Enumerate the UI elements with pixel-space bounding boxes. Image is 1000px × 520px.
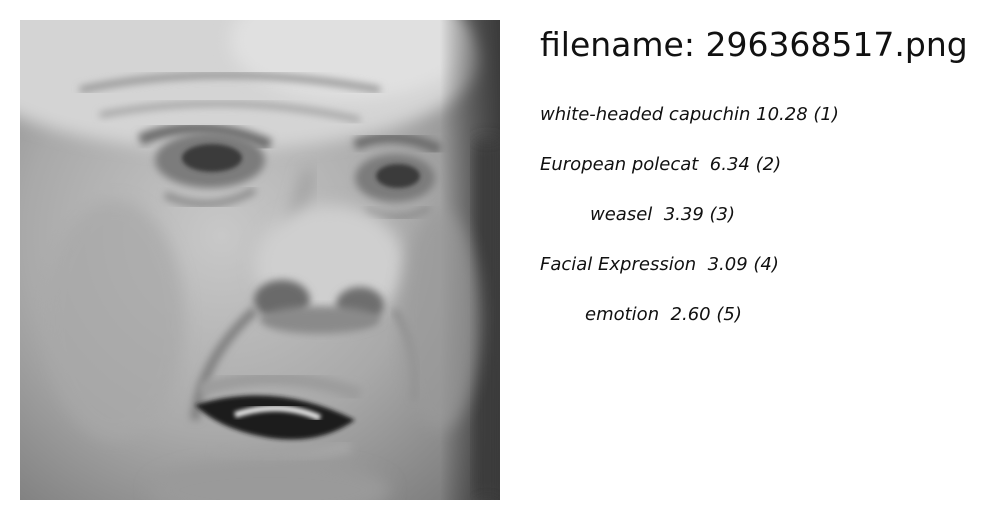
list-item: Facial Expression 3.09 (4): [540, 254, 779, 275]
list-item: emotion 2.60 (5): [585, 304, 742, 325]
face-photo-drawing: [20, 20, 500, 500]
list-item: European polecat 6.34 (2): [540, 154, 782, 175]
classification-list: white-headed capuchin 10.28 (1) European…: [540, 98, 839, 348]
list-item: white-headed capuchin 10.28 (1): [540, 104, 839, 125]
filename-title: filename: 296368517.png: [540, 25, 968, 64]
face-photo: [20, 20, 500, 500]
list-item: weasel 3.39 (3): [590, 204, 736, 225]
